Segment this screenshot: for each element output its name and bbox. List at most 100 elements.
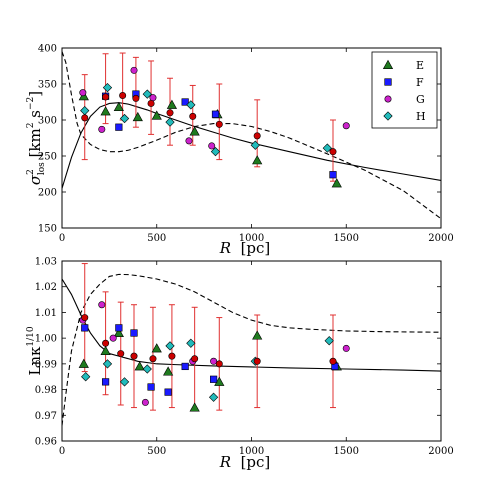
mean-point <box>253 357 261 365</box>
data-point-g <box>208 142 216 150</box>
data-point-g <box>149 94 157 102</box>
mean-point <box>215 120 223 128</box>
data-point-e <box>331 178 342 188</box>
data-point-e <box>78 358 89 368</box>
data-point-h <box>165 341 175 351</box>
data-point-h <box>142 364 152 374</box>
y-tick-label: 350 <box>38 80 57 91</box>
data-point-h <box>324 336 334 346</box>
data-point-h <box>210 147 221 157</box>
mean-point <box>191 355 199 363</box>
y-tick-label: 200 <box>38 188 57 199</box>
legend-marker-g <box>384 95 392 103</box>
data-point-e <box>189 126 200 136</box>
y-tick-label: 1.01 <box>35 308 57 319</box>
y-axis-label: σ2los [km2 s−2] <box>26 91 47 185</box>
data-point-h <box>142 89 152 99</box>
y-tick-label: 150 <box>38 224 57 235</box>
data-point-e <box>163 366 174 376</box>
data-point-f <box>101 378 110 386</box>
mean-point <box>81 114 89 122</box>
data-point-h <box>102 82 113 93</box>
x-tick-label: 500 <box>147 446 166 457</box>
data-point-g <box>141 398 149 406</box>
legend-label-h: H <box>416 110 426 123</box>
data-point-f <box>115 123 123 131</box>
data-point-f <box>211 110 220 118</box>
data-point-e <box>132 111 143 122</box>
data-point-e <box>113 327 124 337</box>
y-tick-label: 0.99 <box>35 359 57 370</box>
data-point-h <box>119 113 130 124</box>
mean-point <box>130 352 138 360</box>
data-point-h <box>119 377 130 387</box>
legend-marker-e <box>382 59 394 69</box>
mean-point <box>102 93 110 101</box>
mean-point <box>132 94 140 102</box>
data-point-g <box>109 334 117 342</box>
x-tick-label: 1500 <box>334 446 359 457</box>
x-tick-label: 1500 <box>334 233 359 244</box>
data-point-g <box>130 66 138 74</box>
mean-point <box>102 339 110 347</box>
y-tick-label: 0.98 <box>35 385 57 396</box>
y-axis-label: Lnκ1/10 <box>26 326 44 375</box>
legend-marker-f <box>384 78 392 86</box>
data-point-f <box>181 98 189 106</box>
x-axis-label: R [pc] <box>219 453 271 471</box>
data-point-f <box>130 329 138 337</box>
mean-point <box>189 112 197 120</box>
data-point-f <box>210 375 218 383</box>
x-tick-label: 500 <box>147 233 166 244</box>
data-point-g <box>98 125 106 133</box>
velocity-dispersion-panel: 0 500 1000 1500 2000 150 200 250 300 350 400 σ2los … <box>26 44 454 258</box>
data-point-e <box>113 101 124 112</box>
legend-frame <box>371 51 438 129</box>
kurtosis-panel: 0 500 1000 1500 2000 0.96 0.97 0.98 0.99 1.00 1.01… <box>26 257 454 472</box>
y-tick-label: 250 <box>38 152 57 163</box>
x-axis-label: R [pc] <box>219 239 271 257</box>
x-tick-label: 0 <box>59 233 65 244</box>
mean-point <box>253 132 261 140</box>
data-point-h <box>186 100 196 110</box>
data-point-e <box>151 343 162 353</box>
mean-point <box>117 350 125 358</box>
x-tick-label: 2000 <box>428 446 453 457</box>
data-point-g <box>342 344 350 352</box>
legend-label-f: F <box>416 76 424 89</box>
data-point-f <box>81 324 89 332</box>
y-tick-label: 1.02 <box>35 282 57 293</box>
data-point-h <box>186 338 196 348</box>
y-tick-label: 400 <box>38 44 57 55</box>
data-point-f <box>164 388 172 396</box>
x-tick-label: 1000 <box>239 446 264 457</box>
data-point-h <box>322 143 332 153</box>
data-point-e <box>100 345 111 355</box>
mean-point <box>329 357 337 365</box>
data-point-h <box>165 117 175 127</box>
y-tick-label: 0.96 <box>35 437 57 448</box>
data-point-f <box>147 383 155 391</box>
legend-label-e: E <box>416 59 424 72</box>
model-curve-dashed <box>62 51 441 220</box>
data-point-g <box>79 89 87 97</box>
data-point-h <box>250 140 260 150</box>
data-point-f <box>181 362 189 371</box>
data-point-h <box>208 392 219 402</box>
data-point-g <box>98 301 106 309</box>
data-point-e <box>166 99 178 109</box>
data-point-h <box>81 372 91 382</box>
mean-point <box>166 109 174 117</box>
data-point-e <box>100 106 111 116</box>
mean-point <box>168 352 176 360</box>
data-point-e <box>252 330 263 340</box>
data-point-e <box>252 155 263 165</box>
x-tick-label: 2000 <box>428 233 453 244</box>
y-tick-label: 1.00 <box>35 334 57 345</box>
data-point-e <box>151 110 162 120</box>
legend-marker-h <box>383 111 393 121</box>
data-point-f <box>115 324 123 332</box>
data-point-e <box>134 361 145 371</box>
data-point-g <box>210 357 218 365</box>
